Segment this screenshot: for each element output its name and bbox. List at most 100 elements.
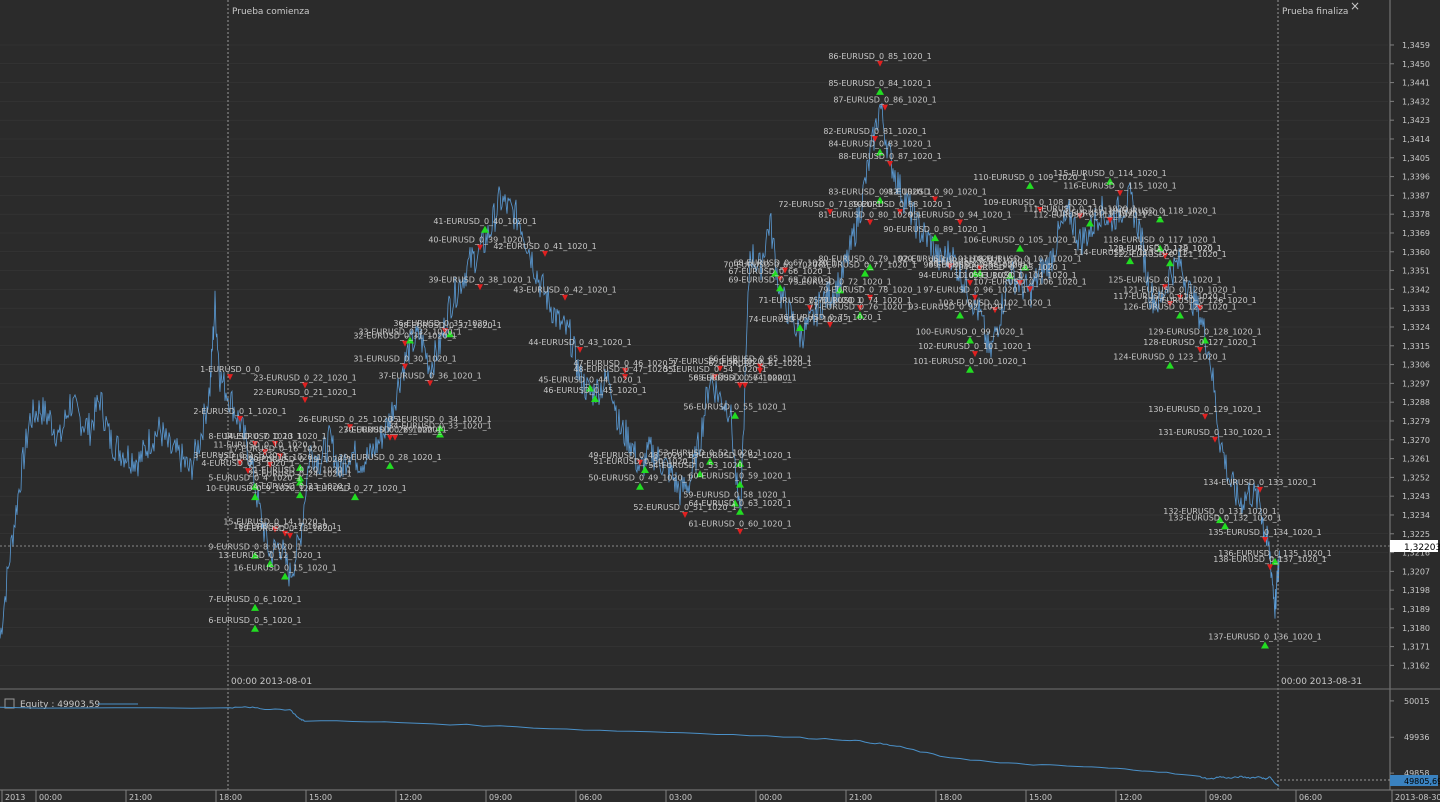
price-tick-label: 1,3306 — [1402, 361, 1430, 370]
sell-marker — [1202, 413, 1208, 420]
sell-marker — [977, 265, 983, 272]
buy-marker — [1086, 219, 1094, 227]
trade-label: 72-EURUSD_0_71_1020_1 — [778, 200, 881, 209]
equity-legend-checkbox[interactable] — [4, 698, 15, 709]
buy-marker — [1156, 244, 1164, 252]
price-tick-label: 1,3378 — [1402, 210, 1430, 219]
price-tick-label: 1,3207 — [1402, 567, 1430, 576]
equity-line — [0, 706, 1280, 787]
trade-label: 126-EURUSD_0_125_1020_1 — [1123, 302, 1237, 311]
trade-label: 1-EURUSD_0_0 — [200, 365, 260, 374]
time-tick-label: 03:00 — [669, 793, 692, 802]
trade-label: 89-EURUSD_0_88_1020_1 — [848, 200, 951, 209]
buy-marker — [1221, 522, 1229, 530]
trade-label: 61-EURUSD_0_60_1020_1 — [688, 520, 791, 529]
trade-label: 76-EURUSD_0_75_1020_1 — [778, 313, 881, 322]
sell-marker — [402, 363, 408, 370]
price-tick-label: 1,3405 — [1402, 154, 1430, 163]
sell-marker — [972, 351, 978, 358]
sell-marker — [1037, 207, 1043, 213]
equity-tick-label: 49936 — [1404, 733, 1429, 742]
sell-marker — [957, 219, 963, 226]
trade-label: 9-EURUSD_0_8_1020_1 — [208, 543, 301, 552]
sell-marker — [227, 374, 233, 381]
price-tick-label: 1,3369 — [1402, 229, 1430, 238]
trade-label: 99-EURUSD_0_98_1020_1 — [928, 261, 1031, 270]
equity-series — [0, 706, 1280, 787]
sell-marker — [562, 294, 568, 301]
trade-label: 130-EURUSD_0_129_1020_1 — [1148, 405, 1262, 414]
price-tick-label: 1,3360 — [1402, 248, 1430, 257]
price-tick-label: 1,3432 — [1402, 97, 1430, 106]
trade-label: 48-EURUSD_0_47_1020_1 — [573, 365, 676, 374]
buy-marker — [771, 269, 779, 277]
trade-label: 115-EURUSD_0_114_1020_1 — [1053, 169, 1167, 178]
buy-marker — [1126, 257, 1134, 265]
trade-labels: 1-EURUSD_0_0 2-EURUSD_0_1_1020_1 3-EURUSD_… — [193, 52, 1331, 642]
trade-label: 79-EURUSD_0_78_1020_1 — [818, 286, 921, 295]
price-tick-label: 1,3297 — [1402, 379, 1430, 388]
sell-marker — [712, 374, 718, 381]
trade-label: 87-EURUSD_0_86_1020_1 — [833, 96, 936, 105]
trade-label: 36-EURUSD_0_35_1020_1 — [393, 319, 496, 328]
price-tick-label: 1,3288 — [1402, 398, 1430, 407]
sell-marker — [1117, 190, 1123, 197]
trade-label: 32-EURUSD_0_31_1020_1 — [353, 332, 456, 341]
trade-label: 49-EURUSD_0_48_1020_1 — [588, 451, 691, 460]
trade-label: 135-EURUSD_0_134_1020_1 — [1208, 528, 1322, 537]
time-tick-label: 00:00 — [39, 793, 62, 802]
sell-marker — [622, 374, 628, 381]
trade-label: 53-EURUSD_0_52_1020_1 — [658, 449, 761, 458]
price-tick-label: 1,3387 — [1402, 191, 1430, 200]
buy-marker — [1021, 263, 1029, 271]
buy-marker — [296, 474, 304, 482]
trade-label: 102-EURUSD_0_101_1020_1 — [918, 342, 1032, 351]
buy-marker — [251, 603, 259, 611]
trade-label: 84-EURUSD_0_83_1020_1 — [828, 140, 931, 149]
sell-marker — [1197, 305, 1203, 312]
sell-marker — [867, 294, 873, 301]
sell-marker — [302, 382, 308, 389]
buy-marker — [931, 234, 939, 242]
time-tick-label: 15:00 — [1029, 793, 1052, 802]
trade-label: 19-EURUSD_0_18_1020_1 — [238, 524, 341, 533]
trade-label: 6-EURUSD_0_5_1020_1 — [208, 616, 301, 625]
trade-label: 59-EURUSD_0_58_1020_1 — [683, 490, 786, 499]
trade-label: 55-EURUSD_0_54_1020_1 — [663, 365, 766, 374]
trade-label: 110-EURUSD_0_109_1020_1 — [973, 173, 1087, 182]
trade-markers — [227, 60, 1279, 649]
buy-marker — [836, 286, 844, 294]
trade-label: 27-EURUSD_0_26_1020_1 — [338, 426, 441, 435]
trade-label: 83-EURUSD_0_82_1020_1 — [828, 188, 931, 197]
sell-marker — [782, 267, 788, 274]
trade-label: 35-EURUSD_0_34_1020_1 — [388, 415, 491, 424]
time-tick-label: 2013-08-30 — [1395, 793, 1440, 802]
close-icon[interactable]: × — [1350, 0, 1360, 13]
trade-label: 29-EURUSD_0_28_1020_1 — [338, 453, 441, 462]
trade-label: 38-EURUSD_0_37_1020_1 — [398, 321, 501, 330]
trade-label: 113-EURUSD_0_112_1020_1 — [1053, 208, 1167, 217]
equity-tick-label: 50015 — [1404, 697, 1429, 706]
trade-label: 137-EURUSD_0_136_1020_1 — [1208, 632, 1322, 641]
buy-marker — [266, 560, 274, 568]
trade-label: 122-EURUSD_0_121_1020_1 — [1113, 250, 1227, 259]
trade-label: 133-EURUSD_0_132_1020_1 — [1168, 513, 1282, 522]
trade-label: 37-EURUSD_0_36_1020_1 — [378, 371, 481, 380]
equity-current-box — [1390, 775, 1438, 786]
price-series — [0, 102, 1280, 639]
sell-marker — [1177, 294, 1183, 301]
buy-marker — [296, 478, 304, 486]
trade-label: 17-EURUSD_0_16_1020_1 — [228, 444, 331, 453]
sell-marker — [302, 397, 308, 404]
buy-marker — [706, 457, 714, 465]
sell-marker — [252, 440, 258, 447]
trade-label: 44-EURUSD_0_43_1020_1 — [528, 338, 631, 347]
sell-marker — [1077, 213, 1083, 220]
price-tick-label: 1,3351 — [1402, 267, 1430, 276]
trade-label: 82-EURUSD_0_81_1020_1 — [823, 127, 926, 136]
sell-marker — [887, 161, 893, 168]
trade-label: 77-EURUSD_0_76_1020_1 — [808, 302, 911, 311]
sell-marker — [622, 367, 628, 374]
